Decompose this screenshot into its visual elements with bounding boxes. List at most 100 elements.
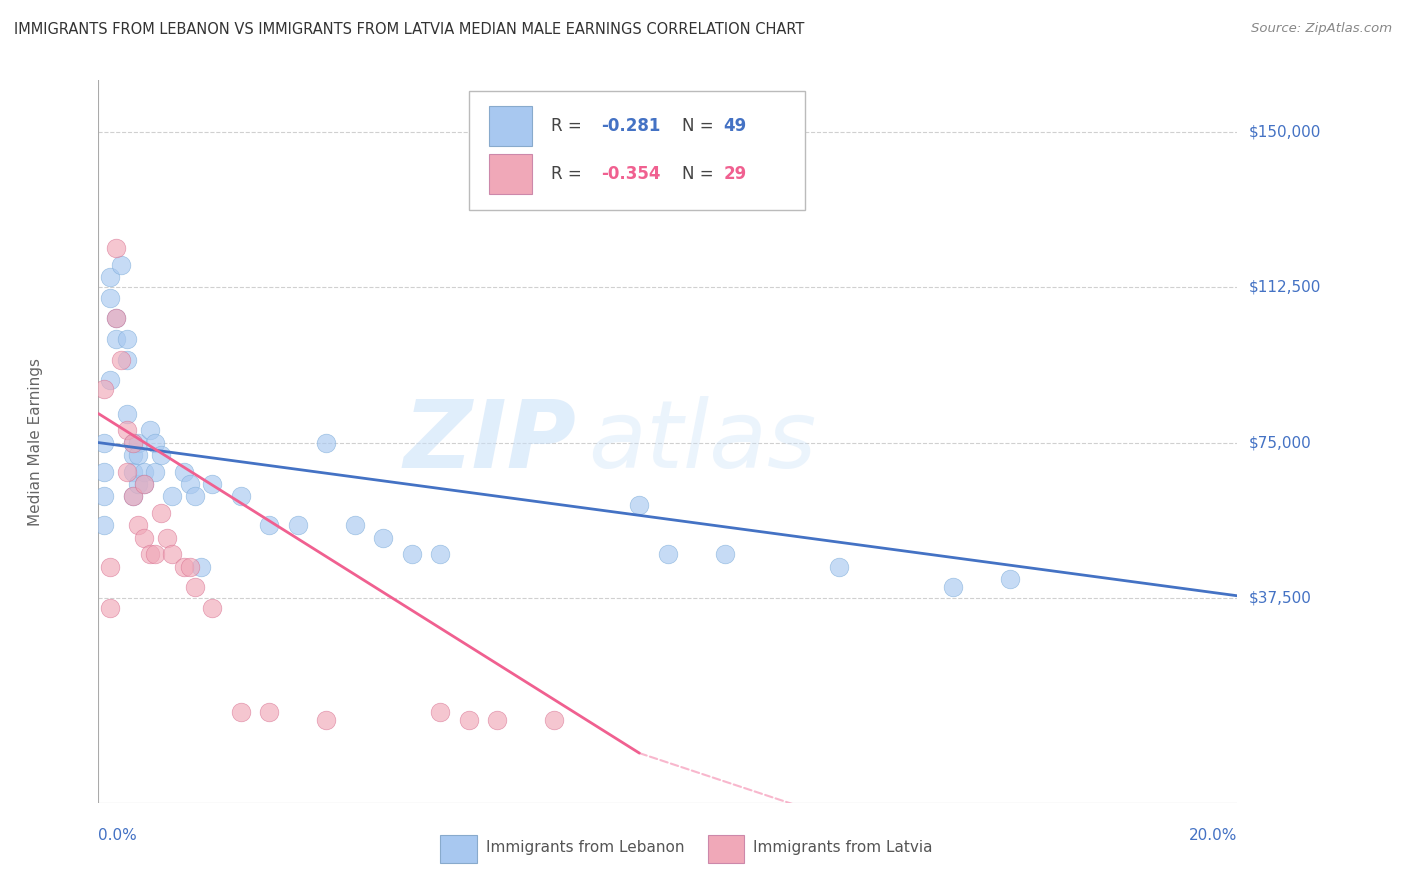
Point [127, 448, 149, 462]
Point [138, 423, 160, 437]
Point [942, 581, 965, 595]
Point [104, 311, 127, 326]
Point [127, 435, 149, 450]
Point [429, 547, 451, 561]
Point [162, 547, 184, 561]
Point [429, 705, 451, 719]
Point [315, 713, 337, 727]
Point [121, 465, 143, 479]
Point [98, 559, 121, 574]
Point [259, 518, 281, 533]
Point [343, 518, 366, 533]
Point [115, 352, 138, 367]
Point [229, 490, 252, 504]
Text: R =: R = [551, 165, 586, 183]
Point [201, 601, 224, 615]
Point [145, 435, 167, 450]
Point [179, 477, 201, 491]
Point [184, 581, 207, 595]
Point [93, 518, 115, 533]
Point [115, 423, 138, 437]
Point [373, 531, 395, 545]
Point [156, 531, 179, 545]
Text: N =: N = [682, 165, 718, 183]
Point [104, 311, 127, 326]
Point [121, 435, 143, 450]
Point [287, 518, 309, 533]
Text: -0.354: -0.354 [600, 165, 661, 183]
Point [93, 490, 115, 504]
Point [93, 465, 115, 479]
Point [190, 559, 212, 574]
Point [132, 465, 155, 479]
Text: $112,500: $112,500 [1249, 280, 1320, 294]
Point [121, 448, 143, 462]
Text: atlas: atlas [588, 396, 817, 487]
Text: $150,000: $150,000 [1249, 125, 1320, 139]
Point [145, 465, 167, 479]
Point [138, 547, 160, 561]
Text: -0.281: -0.281 [600, 117, 659, 135]
Point [150, 506, 173, 520]
Point [98, 374, 121, 388]
Point [173, 465, 195, 479]
Text: 49: 49 [724, 117, 747, 135]
Point [132, 477, 155, 491]
Point [104, 332, 127, 346]
Point [486, 713, 509, 727]
Point [828, 559, 851, 574]
FancyBboxPatch shape [468, 91, 804, 211]
Point [401, 547, 423, 561]
Point [714, 547, 737, 561]
Point [628, 498, 651, 512]
Text: 0.0%: 0.0% [98, 828, 138, 843]
Text: N =: N = [682, 117, 718, 135]
FancyBboxPatch shape [489, 106, 533, 145]
Point [98, 291, 121, 305]
Point [115, 332, 138, 346]
Point [184, 490, 207, 504]
Point [162, 490, 184, 504]
Text: ZIP: ZIP [404, 395, 576, 488]
Text: $37,500: $37,500 [1249, 591, 1312, 606]
Point [201, 477, 224, 491]
Point [657, 547, 679, 561]
Text: $75,000: $75,000 [1249, 435, 1312, 450]
Text: 29: 29 [724, 165, 747, 183]
Point [179, 559, 201, 574]
Text: Immigrants from Latvia: Immigrants from Latvia [754, 840, 932, 855]
Point [150, 448, 173, 462]
Text: R =: R = [551, 117, 586, 135]
FancyBboxPatch shape [440, 835, 477, 863]
Point [115, 407, 138, 421]
Point [173, 559, 195, 574]
Point [229, 705, 252, 719]
Point [315, 435, 337, 450]
Point [98, 269, 121, 284]
FancyBboxPatch shape [489, 154, 533, 194]
Point [93, 382, 115, 396]
Point [998, 572, 1021, 586]
Text: Source: ZipAtlas.com: Source: ZipAtlas.com [1251, 22, 1392, 36]
Text: 20.0%: 20.0% [1189, 828, 1237, 843]
Point [104, 241, 127, 255]
Point [98, 601, 121, 615]
Point [132, 477, 155, 491]
Point [145, 547, 167, 561]
Point [121, 490, 143, 504]
Text: Median Male Earnings: Median Male Earnings [28, 358, 44, 525]
Point [110, 258, 132, 272]
Text: IMMIGRANTS FROM LEBANON VS IMMIGRANTS FROM LATVIA MEDIAN MALE EARNINGS CORRELATI: IMMIGRANTS FROM LEBANON VS IMMIGRANTS FR… [14, 22, 804, 37]
Point [543, 713, 565, 727]
Point [121, 435, 143, 450]
FancyBboxPatch shape [707, 835, 744, 863]
Text: Immigrants from Lebanon: Immigrants from Lebanon [485, 840, 685, 855]
Point [132, 531, 155, 545]
Point [115, 465, 138, 479]
Point [110, 352, 132, 367]
Point [127, 518, 149, 533]
Point [93, 435, 115, 450]
Point [121, 490, 143, 504]
Point [127, 477, 149, 491]
Point [259, 705, 281, 719]
